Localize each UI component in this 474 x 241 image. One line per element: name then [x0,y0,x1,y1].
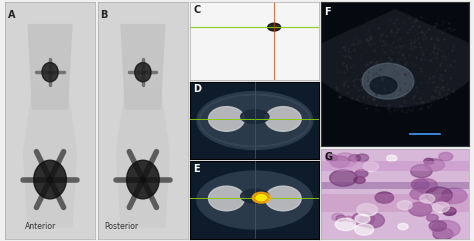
Circle shape [433,228,453,240]
Circle shape [442,188,467,203]
Circle shape [331,213,344,221]
Circle shape [348,155,360,162]
Text: Posterior: Posterior [104,222,138,231]
Circle shape [424,158,434,164]
Circle shape [135,62,151,82]
Circle shape [268,23,281,31]
Circle shape [329,170,357,186]
Bar [321,194,469,212]
Circle shape [409,202,432,216]
Circle shape [375,192,393,203]
Ellipse shape [362,63,414,99]
Circle shape [364,162,379,171]
Circle shape [427,214,438,221]
Circle shape [433,202,449,212]
Circle shape [355,170,368,177]
Text: D: D [193,84,201,94]
Circle shape [420,194,435,203]
Circle shape [252,192,270,203]
Ellipse shape [197,171,313,229]
Circle shape [344,216,353,222]
Ellipse shape [241,189,269,203]
Polygon shape [23,88,77,228]
Ellipse shape [265,186,301,211]
Text: E: E [193,164,200,174]
Circle shape [355,224,374,235]
Text: G: G [324,152,332,162]
Text: F: F [324,7,331,17]
Text: B: B [100,10,108,20]
Circle shape [443,207,456,215]
Polygon shape [300,10,474,107]
Circle shape [414,179,438,193]
Circle shape [439,152,453,161]
Circle shape [398,223,408,230]
Circle shape [397,201,412,210]
Circle shape [429,221,447,231]
Circle shape [410,188,429,200]
Ellipse shape [209,107,245,131]
Circle shape [438,197,452,205]
Circle shape [352,212,374,226]
Circle shape [411,179,429,190]
Polygon shape [116,88,170,228]
Circle shape [359,213,384,228]
Circle shape [336,215,346,221]
Circle shape [334,153,357,167]
Circle shape [357,204,377,216]
Text: A: A [8,10,15,20]
Ellipse shape [209,186,245,211]
Bar [321,182,469,189]
Polygon shape [27,24,73,110]
Circle shape [425,159,445,171]
Circle shape [387,155,397,161]
Circle shape [326,154,337,161]
Polygon shape [120,24,165,110]
Circle shape [356,154,369,162]
Circle shape [42,62,58,82]
Ellipse shape [197,92,313,149]
Ellipse shape [241,110,269,124]
Text: Anterior: Anterior [25,222,56,231]
Circle shape [256,194,266,201]
Ellipse shape [370,77,397,94]
Circle shape [432,220,460,237]
Bar [321,161,469,171]
Circle shape [34,160,66,199]
Circle shape [355,214,370,223]
Circle shape [127,160,159,199]
Circle shape [330,156,349,167]
Circle shape [354,177,365,183]
Circle shape [335,218,356,231]
Circle shape [410,165,432,178]
Ellipse shape [265,107,301,131]
Circle shape [426,187,452,203]
Text: C: C [193,6,201,15]
